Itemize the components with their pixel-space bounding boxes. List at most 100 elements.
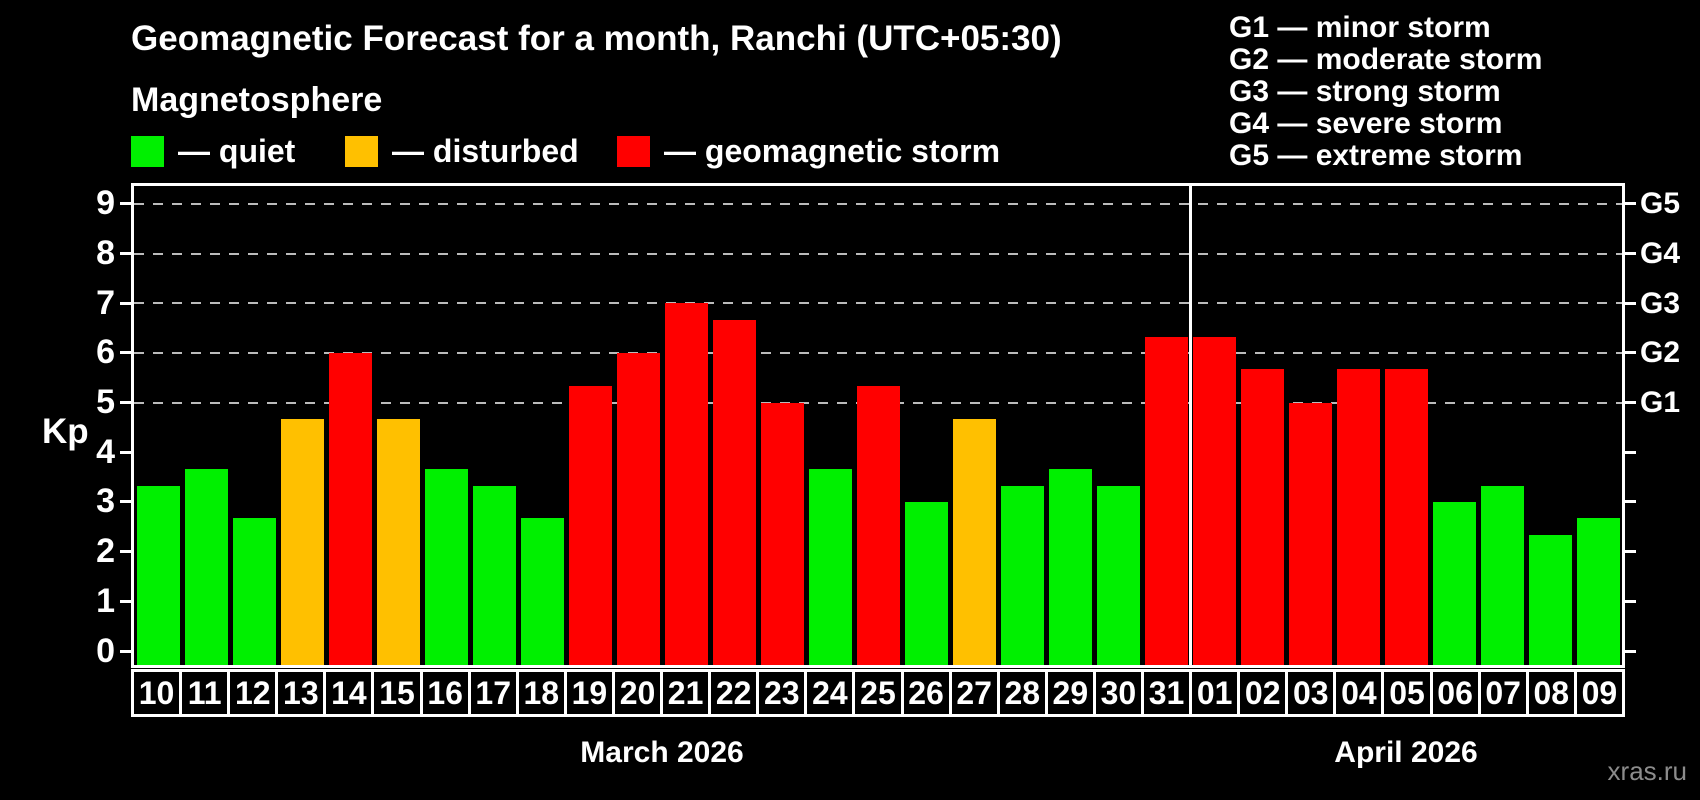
date-cell-01: 01 [1189,669,1241,717]
y-axis-tick-right-4 [1625,450,1636,454]
y-axis-label-5: 5 [96,383,115,422]
kp-bar-04 [1336,369,1380,665]
kp-bar-16 [424,468,468,665]
plot-frame [131,183,1625,668]
y-axis-label-0: 0 [96,631,115,670]
date-cell-31: 31 [1140,669,1193,717]
g-level-label-g2: G2 [1640,336,1681,370]
kp-bar-28 [1000,485,1044,665]
month-label-1: April 2026 [1334,736,1478,769]
y-axis-tick-right-1 [1625,599,1636,603]
date-cell-18: 18 [515,669,567,717]
y-axis-tick-left-1 [120,599,131,603]
date-cell-08: 08 [1525,669,1577,717]
date-cell-29: 29 [1044,669,1096,717]
date-cell-26: 26 [900,669,952,717]
date-cell-28: 28 [996,669,1048,717]
kp-bar-13 [280,419,324,665]
magnetosphere-subtitle: Magnetosphere [131,81,383,119]
legend-label-storm: — geomagnetic storm [664,133,1001,169]
date-cell-12: 12 [227,669,279,717]
date-cell-14: 14 [323,669,375,717]
date-axis-row: 10 11 12 13 14 15 16 17 18 19 20 21 22 23 24 25 26 27 28 29… [131,669,1625,717]
legend-item-storm: — geomagnetic storm [617,133,1001,169]
y-axis-tick-left-2 [120,550,131,554]
y-axis-label-7: 7 [96,283,115,322]
kp-bar-17 [472,485,516,665]
kp-bar-27 [952,419,996,665]
y-axis-label-6: 6 [96,333,115,372]
y-axis-title: Kp [42,412,89,451]
y-axis-label-2: 2 [96,532,115,571]
gridline-kp9 [134,202,1622,205]
y-axis-tick-left-9 [120,202,131,206]
y-axis-tick-right-6 [1625,351,1636,355]
g-legend-line-g4: G4 — severe storm [1229,107,1503,140]
date-cell-25: 25 [852,669,904,717]
date-cell-30: 30 [1092,669,1144,717]
y-axis-tick-left-4 [120,450,131,454]
g-legend-line-g2: G2 — moderate storm [1229,43,1543,76]
kp-bar-26 [904,502,948,665]
date-cell-05: 05 [1381,669,1433,717]
legend-item-quiet: — quiet [131,133,295,169]
date-cell-02: 02 [1237,669,1289,717]
y-axis-tick-right-5 [1625,401,1636,405]
kp-bar-20 [616,352,660,665]
kp-bar-03 [1288,402,1332,665]
kp-bar-21 [664,303,708,665]
kp-bar-23 [760,402,804,665]
kp-bar-25 [856,386,900,665]
date-cell-23: 23 [756,669,808,717]
y-axis-tick-left-8 [120,252,131,256]
y-axis-tick-left-6 [120,351,131,355]
gridline-kp7 [134,302,1622,305]
y-axis-label-3: 3 [96,482,115,521]
date-cell-21: 21 [660,669,712,717]
date-cell-10: 10 [131,669,183,717]
kp-bar-10 [136,485,180,665]
legend-item-disturbed: — disturbed [345,133,579,169]
kp-bar-11 [184,468,228,665]
date-cell-13: 13 [275,669,327,717]
kp-bar-01 [1192,336,1236,665]
g-level-label-g1: G1 [1640,386,1681,420]
date-cell-17: 17 [467,669,519,717]
date-cell-16: 16 [419,669,471,717]
kp-bar-19 [568,386,612,665]
disturbed-color-swatch-icon [345,136,378,167]
watermark: xras.ru [1607,756,1687,786]
date-cell-15: 15 [371,669,423,717]
g-scale-legend: G1 — minor storm G2 — moderate storm G3 … [1229,12,1542,172]
month-label-0: March 2026 [580,736,744,769]
date-cell-04: 04 [1333,669,1385,717]
kp-bar-29 [1048,468,1092,665]
g-level-label-g4: G4 [1640,237,1681,271]
kp-bar-05 [1384,369,1428,665]
date-cell-27: 27 [948,669,1000,717]
y-axis-tick-right-9 [1625,202,1636,206]
kp-bar-14 [328,352,372,665]
y-axis-tick-right-2 [1625,550,1636,554]
date-cell-20: 20 [611,669,664,717]
quiet-color-swatch-icon [131,136,164,167]
month-separator-line [1188,186,1192,665]
y-axis-label-8: 8 [96,234,115,273]
y-axis-label-4: 4 [96,432,115,471]
date-cell-07: 07 [1477,669,1529,717]
g-level-label-g5: G5 [1640,187,1681,221]
kp-bar-31 [1144,336,1188,665]
y-axis-tick-left-5 [120,401,131,405]
gridline-kp8 [134,252,1622,255]
kp-bar-06 [1432,502,1476,665]
date-cell-11: 11 [179,669,231,717]
date-cell-09: 09 [1573,669,1625,717]
plot-area [134,186,1622,665]
kp-bar-02 [1240,369,1284,665]
g-legend-line-g3: G3 — strong storm [1229,75,1501,108]
kp-bar-09 [1576,518,1620,665]
gridline-kp6 [134,351,1622,354]
date-cell-22: 22 [708,669,760,717]
date-cell-06: 06 [1429,669,1481,717]
